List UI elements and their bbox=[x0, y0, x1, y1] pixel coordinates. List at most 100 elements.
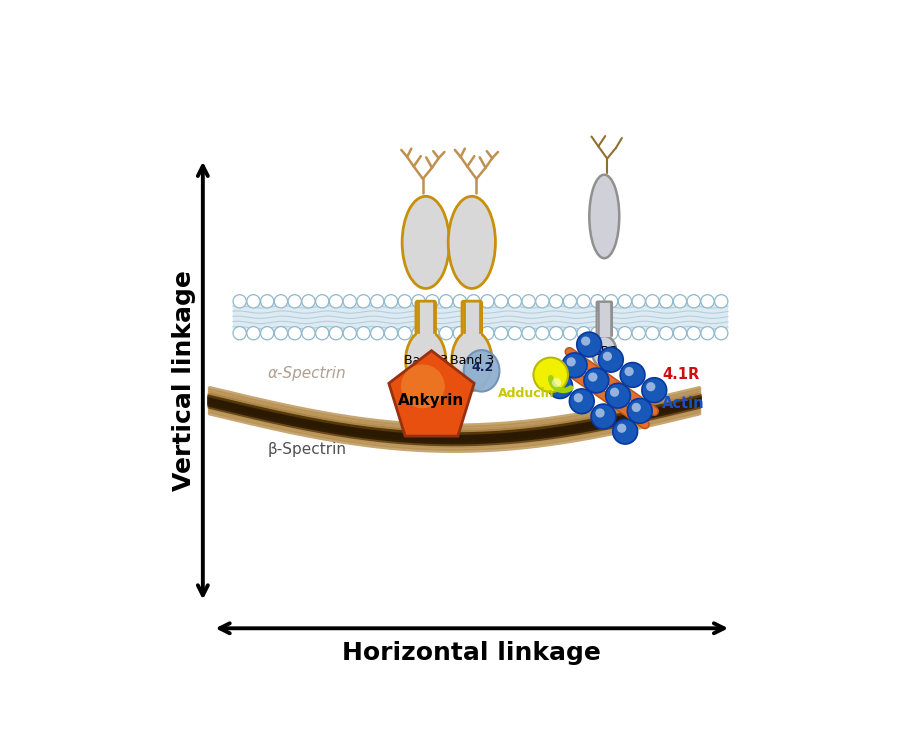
Circle shape bbox=[494, 295, 508, 308]
Circle shape bbox=[329, 295, 342, 308]
Circle shape bbox=[632, 327, 645, 340]
FancyBboxPatch shape bbox=[597, 311, 612, 337]
Circle shape bbox=[701, 327, 714, 340]
Circle shape bbox=[610, 387, 619, 397]
Circle shape bbox=[619, 295, 631, 308]
Circle shape bbox=[247, 327, 260, 340]
Circle shape bbox=[569, 389, 594, 414]
Circle shape bbox=[522, 295, 535, 308]
Circle shape bbox=[605, 295, 618, 308]
Text: Horizontal linkage: Horizontal linkage bbox=[342, 641, 601, 665]
FancyBboxPatch shape bbox=[416, 314, 435, 337]
Circle shape bbox=[574, 393, 583, 402]
Circle shape bbox=[302, 295, 315, 308]
FancyBboxPatch shape bbox=[597, 301, 612, 336]
Circle shape bbox=[425, 295, 439, 308]
Circle shape bbox=[467, 295, 480, 308]
Circle shape bbox=[467, 327, 480, 340]
Polygon shape bbox=[389, 351, 474, 436]
Text: β-Spectrin: β-Spectrin bbox=[267, 442, 347, 457]
Circle shape bbox=[564, 295, 576, 308]
FancyBboxPatch shape bbox=[232, 300, 728, 334]
Circle shape bbox=[591, 404, 616, 429]
Circle shape bbox=[562, 353, 587, 378]
Circle shape bbox=[642, 378, 667, 402]
Circle shape bbox=[522, 327, 535, 340]
Circle shape bbox=[412, 295, 425, 308]
Ellipse shape bbox=[464, 350, 500, 391]
Circle shape bbox=[412, 327, 425, 340]
Circle shape bbox=[357, 295, 371, 308]
Ellipse shape bbox=[592, 336, 617, 368]
Circle shape bbox=[533, 358, 568, 392]
Circle shape bbox=[398, 295, 412, 308]
Text: 4.2: 4.2 bbox=[471, 361, 494, 375]
Circle shape bbox=[550, 327, 563, 340]
Circle shape bbox=[384, 295, 398, 308]
Circle shape bbox=[673, 327, 686, 340]
Text: Vertical linkage: Vertical linkage bbox=[172, 270, 196, 491]
Circle shape bbox=[480, 327, 494, 340]
Circle shape bbox=[548, 374, 573, 399]
Circle shape bbox=[566, 358, 576, 367]
Circle shape bbox=[584, 368, 608, 393]
Circle shape bbox=[591, 295, 604, 308]
Circle shape bbox=[233, 327, 246, 340]
Circle shape bbox=[620, 363, 645, 387]
Circle shape bbox=[508, 295, 522, 308]
Text: Actin: Actin bbox=[662, 396, 705, 411]
Circle shape bbox=[617, 423, 627, 433]
Circle shape bbox=[660, 327, 673, 340]
Ellipse shape bbox=[402, 196, 449, 289]
Circle shape bbox=[631, 403, 640, 412]
Circle shape bbox=[673, 295, 686, 308]
FancyBboxPatch shape bbox=[416, 309, 435, 337]
Circle shape bbox=[564, 327, 576, 340]
Circle shape bbox=[646, 327, 659, 340]
Circle shape bbox=[233, 295, 246, 308]
Ellipse shape bbox=[589, 175, 619, 258]
Ellipse shape bbox=[405, 330, 446, 390]
Ellipse shape bbox=[452, 330, 492, 390]
Circle shape bbox=[316, 327, 328, 340]
Circle shape bbox=[288, 295, 301, 308]
Circle shape bbox=[646, 295, 659, 308]
Text: Adducin: Adducin bbox=[499, 387, 554, 400]
Circle shape bbox=[687, 295, 700, 308]
Circle shape bbox=[613, 420, 638, 444]
FancyBboxPatch shape bbox=[462, 301, 481, 334]
FancyBboxPatch shape bbox=[463, 314, 481, 337]
Circle shape bbox=[453, 295, 467, 308]
Circle shape bbox=[701, 295, 714, 308]
Circle shape bbox=[425, 327, 439, 340]
Circle shape bbox=[715, 295, 727, 308]
Text: 4.1R: 4.1R bbox=[662, 367, 699, 382]
FancyBboxPatch shape bbox=[416, 301, 436, 334]
Circle shape bbox=[646, 382, 655, 391]
Circle shape bbox=[439, 295, 453, 308]
Circle shape bbox=[343, 295, 356, 308]
Circle shape bbox=[598, 347, 623, 373]
Circle shape bbox=[588, 373, 597, 381]
Circle shape bbox=[384, 327, 398, 340]
Circle shape bbox=[715, 327, 727, 340]
Ellipse shape bbox=[448, 196, 495, 289]
FancyBboxPatch shape bbox=[463, 309, 481, 337]
Text: Band 3: Band 3 bbox=[450, 354, 494, 367]
Circle shape bbox=[329, 327, 342, 340]
Circle shape bbox=[577, 295, 590, 308]
Circle shape bbox=[606, 383, 630, 408]
Circle shape bbox=[591, 327, 604, 340]
Circle shape bbox=[628, 399, 652, 423]
Circle shape bbox=[261, 327, 274, 340]
Circle shape bbox=[603, 352, 612, 361]
Circle shape bbox=[552, 378, 561, 387]
Circle shape bbox=[605, 327, 618, 340]
Text: GPC: GPC bbox=[591, 346, 618, 358]
Circle shape bbox=[687, 327, 700, 340]
Circle shape bbox=[536, 327, 549, 340]
Circle shape bbox=[453, 327, 467, 340]
Text: α-Spectrin: α-Spectrin bbox=[267, 366, 346, 381]
Circle shape bbox=[302, 327, 315, 340]
Circle shape bbox=[494, 327, 508, 340]
